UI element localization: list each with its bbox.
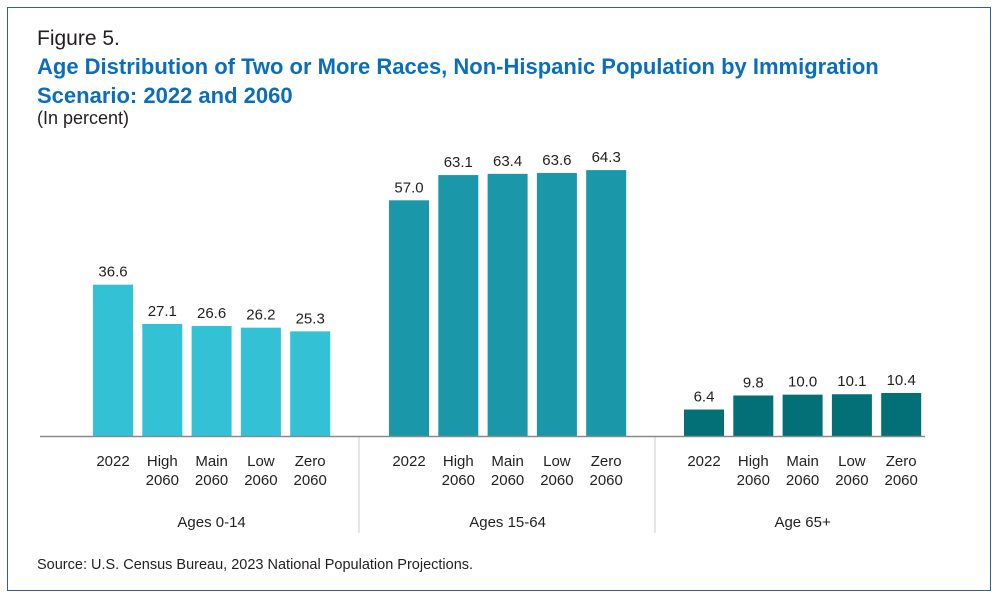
x-tick-label: High: [443, 453, 474, 470]
data-label: 26.6: [197, 305, 226, 322]
bar: [389, 200, 429, 436]
data-label: 63.4: [493, 153, 522, 170]
x-tick-label: 2060: [195, 472, 228, 489]
chart-subtitle: (In percent): [37, 108, 130, 128]
x-tick-label: Low: [247, 453, 275, 470]
figure-frame: [7, 7, 991, 591]
x-tick-label: Main: [195, 453, 228, 470]
x-tick-label: Low: [543, 453, 571, 470]
x-tick-label: Zero: [295, 453, 326, 470]
x-tick-label: Zero: [591, 453, 622, 470]
x-tick-label: 2060: [737, 472, 770, 489]
bar: [240, 327, 281, 436]
group-label: Ages 15-64: [469, 514, 546, 531]
data-label: 10.1: [837, 373, 866, 390]
x-tick-label: 2060: [885, 472, 918, 489]
x-tick-label: 2060: [786, 472, 819, 489]
bar: [191, 326, 232, 436]
group-label: Ages 0-14: [177, 514, 245, 531]
x-tick-label: 2060: [244, 472, 277, 489]
bar: [93, 284, 133, 436]
x-tick-label: Main: [786, 453, 819, 470]
x-tick-label: Main: [491, 453, 524, 470]
data-label: 36.6: [98, 264, 127, 281]
x-tick-label: 2060: [294, 472, 327, 489]
bar: [831, 394, 872, 436]
data-label: 25.3: [296, 310, 325, 327]
x-tick-label: 2022: [392, 453, 425, 470]
data-label: 10.0: [788, 374, 817, 391]
data-label: 9.8: [743, 374, 764, 391]
x-tick-label: 2060: [590, 472, 623, 489]
bar: [142, 323, 183, 436]
x-tick-label: Zero: [886, 453, 917, 470]
x-tick-label: Low: [838, 453, 866, 470]
x-tick-label: 2060: [442, 472, 475, 489]
data-label: 64.3: [592, 149, 621, 166]
data-label: 63.6: [542, 152, 571, 169]
x-tick-label: High: [147, 453, 178, 470]
bar: [487, 173, 528, 436]
x-tick-label: 2060: [540, 472, 573, 489]
bar: [881, 392, 922, 436]
x-tick-label: 2060: [491, 472, 524, 489]
bar: [782, 394, 823, 436]
data-label: 57.0: [394, 179, 423, 196]
chart-title: Age Distribution of Two or More Races, N…: [37, 54, 879, 108]
data-label: 6.4: [694, 389, 715, 406]
data-label: 26.2: [246, 307, 275, 324]
x-tick-label: High: [738, 453, 769, 470]
x-tick-label: 2060: [835, 472, 868, 489]
bar: [733, 395, 774, 436]
bar: [438, 175, 479, 437]
group-label: Age 65+: [774, 514, 831, 531]
figure-label: Figure 5.: [37, 27, 120, 50]
bar: [290, 331, 331, 436]
bar: [586, 170, 627, 436]
bar: [684, 409, 724, 436]
data-label: 27.1: [148, 303, 177, 320]
x-tick-label: 2022: [687, 453, 720, 470]
x-tick-label: 2022: [96, 453, 129, 470]
data-label: 63.1: [444, 154, 473, 171]
bar: [536, 173, 577, 436]
source-note: Source: U.S. Census Bureau, 2023 Nationa…: [37, 557, 474, 573]
data-label: 10.4: [887, 372, 916, 389]
x-tick-label: 2060: [146, 472, 179, 489]
